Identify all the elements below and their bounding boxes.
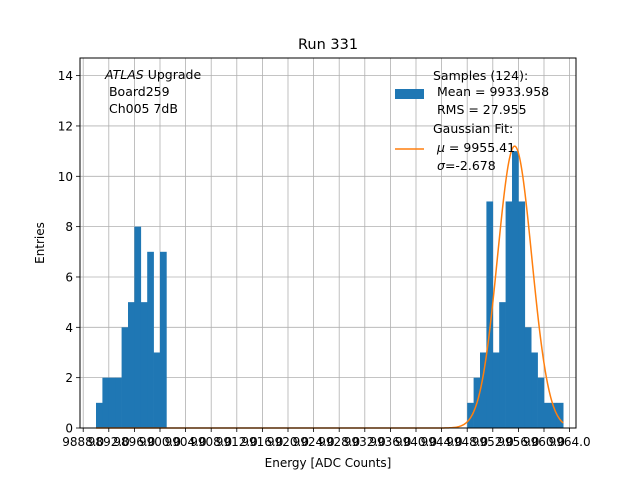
y-tick-label: 6	[65, 270, 73, 284]
y-tick-label: 8	[65, 220, 73, 234]
histogram-bar	[147, 251, 154, 428]
x-tick-label: 9940.0	[395, 435, 437, 449]
atlas-annotation: ATLAS Upgrade Board259 Ch005 7dB	[104, 67, 201, 116]
x-tick-label: 9916.0	[241, 435, 283, 449]
x-tick-label: 9892.0	[88, 435, 130, 449]
histogram-bar	[499, 302, 506, 428]
annotation-line-1: ATLAS Upgrade	[104, 67, 201, 82]
legend-fit-sigma: σ=-2.678	[437, 158, 496, 173]
plot-frame	[79, 57, 577, 429]
x-tick-label: 9924.0	[293, 435, 335, 449]
y-tick-label: 10	[58, 170, 73, 184]
x-axis-ticks: 9888.09892.09896.09900.09904.09908.09912…	[62, 428, 591, 449]
x-tick-label: 9928.0	[318, 435, 360, 449]
histogram-bars	[96, 151, 564, 428]
x-axis-label: Energy [ADC Counts]	[265, 456, 392, 470]
histogram-bar	[128, 302, 135, 428]
histogram-bar	[153, 352, 161, 428]
x-tick-label: 9912.0	[216, 435, 258, 449]
histogram-bar	[550, 402, 558, 428]
y-axis-ticks: 0 2 4 6 8 10 12 14	[58, 69, 80, 436]
x-tick-label: 9944.0	[421, 435, 463, 449]
legend-fit-sigma-value: =-2.678	[445, 158, 496, 173]
x-tick-label: 9948.0	[446, 435, 488, 449]
legend-samples-mean: Mean = 9933.958	[433, 84, 549, 99]
y-tick-label: 12	[58, 119, 73, 133]
annotation-line-3: Ch005 7dB	[105, 101, 178, 116]
histogram-bar	[108, 377, 116, 428]
histogram-bar	[512, 151, 519, 428]
histogram-bar	[480, 352, 487, 428]
annotation-atlas: ATLAS	[104, 67, 144, 82]
legend-fit-mu: μ = 9955.41	[436, 140, 515, 155]
x-tick-label: 9932.0	[344, 435, 386, 449]
x-tick-label: 9964.0	[549, 435, 591, 449]
histogram-bar	[140, 302, 148, 428]
annotation-upgrade: Upgrade	[144, 67, 202, 82]
histogram-bar	[505, 201, 513, 428]
legend-fit-mu-symbol: μ	[436, 140, 445, 155]
histogram-bar	[121, 327, 129, 428]
legend-samples-rms: RMS = 27.955	[433, 102, 527, 117]
grid	[80, 58, 576, 429]
histogram-bar	[115, 377, 122, 428]
x-tick-label: 9960.0	[523, 435, 565, 449]
legend: Samples (124): Mean = 9933.958 RMS = 27.…	[395, 68, 549, 173]
x-tick-label: 9956.0	[497, 435, 539, 449]
y-tick-label: 0	[65, 422, 73, 436]
y-tick-label: 2	[65, 371, 73, 385]
legend-fit-mu-value: = 9955.41	[445, 140, 515, 155]
x-tick-label: 9888.0	[62, 435, 104, 449]
histogram-bar	[160, 251, 167, 428]
histogram-bar	[537, 377, 545, 428]
legend-samples-label: Samples (124):	[433, 68, 528, 83]
y-tick-label: 14	[58, 69, 73, 83]
y-tick-label: 4	[65, 321, 73, 335]
x-tick-label: 9896.0	[113, 435, 155, 449]
histogram-bar	[96, 402, 103, 428]
histogram-bar	[492, 352, 500, 428]
histogram-bar	[486, 201, 494, 428]
annotation-line-2: Board259	[105, 84, 170, 99]
histogram-bar	[102, 377, 110, 428]
histogram-bar	[134, 226, 142, 428]
chart-title: Run 331	[298, 37, 358, 53]
x-tick-label: 9936.0	[369, 435, 411, 449]
histogram-bar	[544, 402, 551, 428]
x-tick-label: 9920.0	[267, 435, 309, 449]
legend-fit-label: Gaussian Fit:	[433, 121, 513, 136]
x-tick-label: 9908.0	[190, 435, 232, 449]
histogram-bar	[531, 352, 538, 428]
y-axis-label: Entries	[33, 222, 47, 264]
x-tick-label: 9904.0	[165, 435, 207, 449]
x-tick-label: 9900.0	[139, 435, 181, 449]
histogram-bar	[467, 402, 474, 428]
legend-samples-swatch	[395, 89, 424, 99]
histogram-bar	[524, 327, 532, 428]
legend-fit-sigma-symbol: σ	[437, 158, 446, 173]
histogram-bar	[518, 201, 526, 428]
histogram-bar	[556, 402, 564, 428]
x-tick-label: 9952.0	[472, 435, 514, 449]
